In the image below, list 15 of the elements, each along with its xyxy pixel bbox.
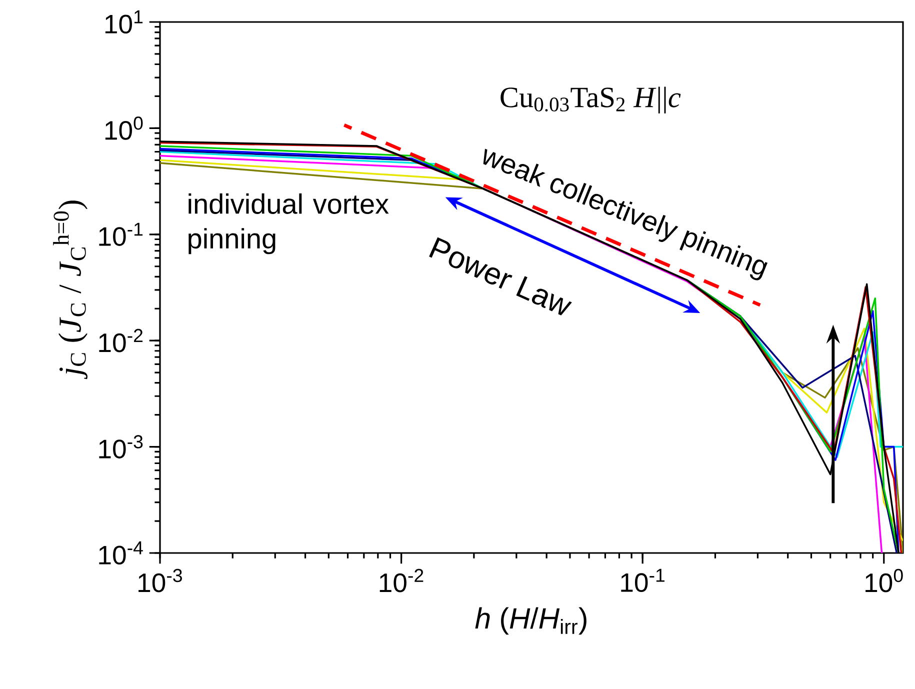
annotation: Power Law [429, 237, 572, 316]
y-tick-label: 10$^{-2}$ [99, 328, 143, 352]
text: j$_{C}$ (J$_{C}$ / J$_{C}$$^{h=0}$) [53, 200, 88, 380]
y-tick-label: 10$^{-4}$ [99, 541, 143, 565]
y-tick-label: 10$^{-1}$ [99, 222, 143, 246]
annotation: individual vortex pinning [188, 193, 389, 254]
annotation: Cu$_{0.03}$TaS$_{2}$ H||c [500, 86, 681, 114]
y-tick-label: 10$^{0}$ [105, 116, 143, 140]
x-tick-label: 10$^{-1}$ [621, 568, 664, 592]
y-tick-label: 10$^{-3}$ [99, 435, 143, 458]
y-tick-label: 10$^{1}$ [105, 10, 143, 34]
x-tick-label: 10$^{-3}$ [138, 568, 182, 592]
x-tick-label: 10$^{-2}$ [380, 568, 424, 592]
x-axis-title: h (H/H$_{irr}$) [475, 607, 586, 635]
x-tick-label: 10$^{0}$ [866, 568, 903, 592]
